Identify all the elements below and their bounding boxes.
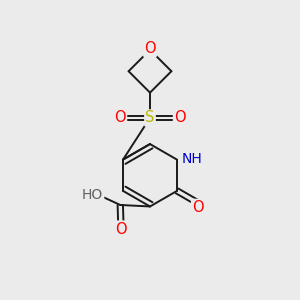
Text: S: S bbox=[145, 110, 155, 125]
Text: O: O bbox=[115, 222, 127, 237]
Text: O: O bbox=[174, 110, 185, 125]
Text: O: O bbox=[115, 110, 126, 125]
Text: NH: NH bbox=[182, 152, 203, 166]
Text: HO: HO bbox=[82, 188, 103, 202]
Text: O: O bbox=[192, 200, 204, 215]
Text: O: O bbox=[144, 41, 156, 56]
